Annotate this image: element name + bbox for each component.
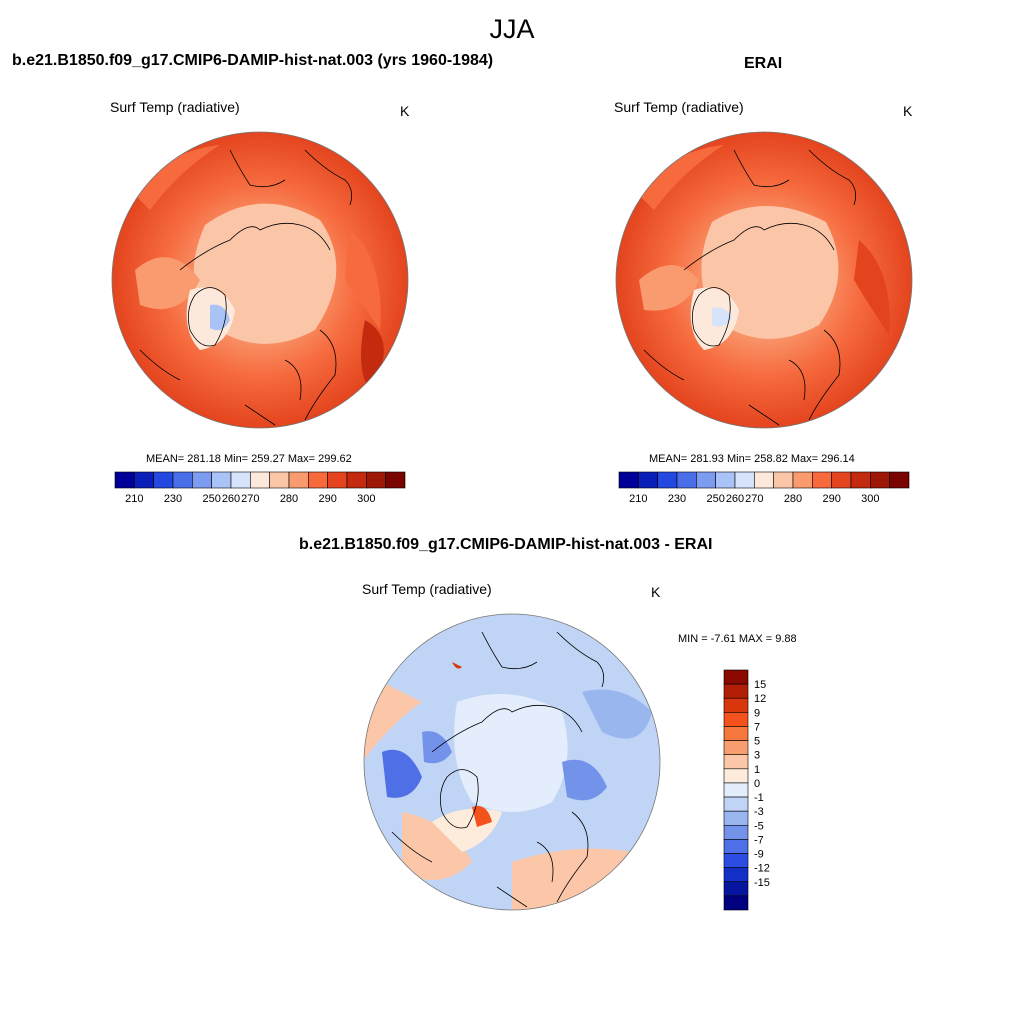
- colorbar-difference-tick-label: -15: [754, 877, 770, 889]
- colorbar-erai-swatch: [792, 471, 813, 489]
- colorbar-model-swatch: [308, 471, 328, 489]
- colorbar-difference-tick-label: -5: [754, 820, 764, 832]
- colorbar-difference-tick-label: 3: [754, 750, 760, 762]
- colorbar-model-swatch: [114, 471, 135, 489]
- colorbar-erai-swatch: [754, 471, 774, 489]
- panel3-variable: Surf Temp (radiative): [362, 581, 492, 597]
- colorbar-model: 210 230 250 260 270 280 290 300: [114, 471, 406, 505]
- colorbar-model-tick-label: 270: [241, 493, 259, 505]
- panel3-units: K: [651, 584, 661, 600]
- colorbar-difference-tick-label: 15: [754, 679, 766, 691]
- colorbar-erai-tick-label: 260: [726, 493, 744, 505]
- colorbar-model-tick-label: 260: [222, 493, 240, 505]
- colorbar-model-tick-label: 290: [318, 493, 336, 505]
- colorbar-difference-swatch: [723, 754, 749, 770]
- colorbar-erai-swatch: [850, 471, 871, 489]
- colorbar-erai-swatch: [773, 471, 794, 489]
- colorbar-erai-swatch: [638, 471, 658, 489]
- colorbar-difference-swatch: [723, 683, 749, 699]
- colorbar-difference-swatch: [723, 796, 749, 812]
- colorbar-model-swatch: [134, 471, 154, 489]
- panel1-units: K: [400, 103, 410, 119]
- colorbar-difference-swatch: [723, 867, 749, 883]
- colorbar-difference-swatch: [723, 881, 749, 897]
- panel3-title: b.e21.B1850.f09_g17.CMIP6-DAMIP-hist-nat…: [299, 536, 713, 553]
- colorbar-model-swatch: [385, 471, 406, 489]
- colorbar-difference-swatch: [723, 810, 749, 826]
- map-model: [111, 131, 409, 429]
- colorbar-erai-tick-label: 300: [861, 493, 879, 505]
- colorbar-erai-tick-label: 280: [784, 493, 802, 505]
- colorbar-erai-tick-label: 230: [668, 493, 686, 505]
- colorbar-erai-swatch: [831, 471, 852, 489]
- colorbar-model-swatch: [346, 471, 367, 489]
- colorbar-difference-tick-label: -9: [754, 849, 764, 861]
- panel1-variable: Surf Temp (radiative): [110, 99, 240, 115]
- colorbar-difference-tick-label: 0: [754, 778, 760, 790]
- colorbar-difference-tick-label: -12: [754, 863, 770, 875]
- panel2-units: K: [903, 103, 913, 119]
- colorbar-model-swatch: [366, 471, 386, 489]
- colorbar-difference-swatch: [723, 895, 749, 911]
- colorbar-model-swatch: [230, 471, 251, 489]
- colorbar-difference-tick-label: 1: [754, 764, 760, 776]
- colorbar-model-tick-label: 300: [357, 493, 375, 505]
- colorbar-difference-swatch: [723, 726, 749, 741]
- colorbar-difference-swatch: [723, 782, 749, 798]
- colorbar-model-swatch: [288, 471, 309, 489]
- colorbar-difference-swatch: [723, 669, 749, 685]
- colorbar-difference-swatch: [723, 697, 749, 713]
- colorbar-erai-swatch: [715, 471, 736, 489]
- colorbar-difference-tick-label: -7: [754, 834, 764, 846]
- colorbar-difference-tick-label: 7: [754, 721, 760, 733]
- colorbar-difference-swatch: [723, 853, 749, 868]
- colorbar-erai-tick-label: 270: [745, 493, 763, 505]
- panel2-title: ERAI: [744, 55, 783, 72]
- panel1-stats: MEAN= 281.18 Min= 259.27 Max= 299.62: [146, 453, 352, 465]
- panel3-stats: MIN = -7.61 MAX = 9.88: [678, 633, 797, 645]
- panel2-stats: MEAN= 281.93 Min= 258.82 Max= 296.14: [649, 453, 855, 465]
- colorbar-model-swatch: [153, 471, 174, 489]
- colorbar-model-tick-label: 210: [125, 493, 143, 505]
- colorbar-model-tick-label: 280: [280, 493, 298, 505]
- colorbar-erai-swatch: [889, 471, 910, 489]
- colorbar-difference-swatch: [723, 824, 749, 840]
- colorbar-difference-swatch: [723, 712, 749, 727]
- colorbar-erai-swatch: [812, 471, 832, 489]
- map-difference: [363, 613, 661, 911]
- colorbar-erai-tick-label: 210: [629, 493, 647, 505]
- colorbar-erai-swatch: [870, 471, 890, 489]
- colorbar-difference-tick-label: 12: [754, 693, 766, 705]
- colorbar-model-tick-label: 230: [164, 493, 182, 505]
- colorbar-difference-swatch: [723, 839, 749, 854]
- colorbar-difference-tick-label: -1: [754, 792, 764, 804]
- colorbar-model-swatch: [269, 471, 290, 489]
- colorbar-difference-swatch: [723, 768, 749, 784]
- colorbar-erai-tick-label: 290: [822, 493, 840, 505]
- colorbar-difference: 15 12 9 7 5 3 1 0 -1 -3 -5 -7 -9 -12 -15: [723, 669, 770, 911]
- colorbar-erai-tick-label: 250: [706, 493, 724, 505]
- colorbar-erai: 210 230 250 260 270 280 290 300: [618, 471, 910, 505]
- colorbar-erai-swatch: [618, 471, 639, 489]
- colorbar-difference-tick-label: 5: [754, 736, 760, 748]
- colorbar-model-swatch: [192, 471, 212, 489]
- colorbar-difference-tick-label: -3: [754, 806, 764, 818]
- colorbar-difference-swatch: [723, 740, 749, 756]
- colorbar-model-swatch: [327, 471, 348, 489]
- map-erai: [615, 131, 913, 429]
- colorbar-model-tick-label: 250: [202, 493, 220, 505]
- panel2-variable: Surf Temp (radiative): [614, 99, 744, 115]
- colorbar-model-swatch: [172, 471, 193, 489]
- colorbar-erai-swatch: [696, 471, 716, 489]
- colorbar-erai-swatch: [676, 471, 697, 489]
- colorbar-model-swatch: [250, 471, 270, 489]
- colorbar-model-swatch: [211, 471, 232, 489]
- colorbar-erai-swatch: [657, 471, 678, 489]
- panel1-title: b.e21.B1850.f09_g17.CMIP6-DAMIP-hist-nat…: [12, 52, 494, 69]
- colorbar-difference-tick-label: 9: [754, 707, 760, 719]
- figure-title: JJA: [489, 14, 535, 44]
- colorbar-erai-swatch: [734, 471, 755, 489]
